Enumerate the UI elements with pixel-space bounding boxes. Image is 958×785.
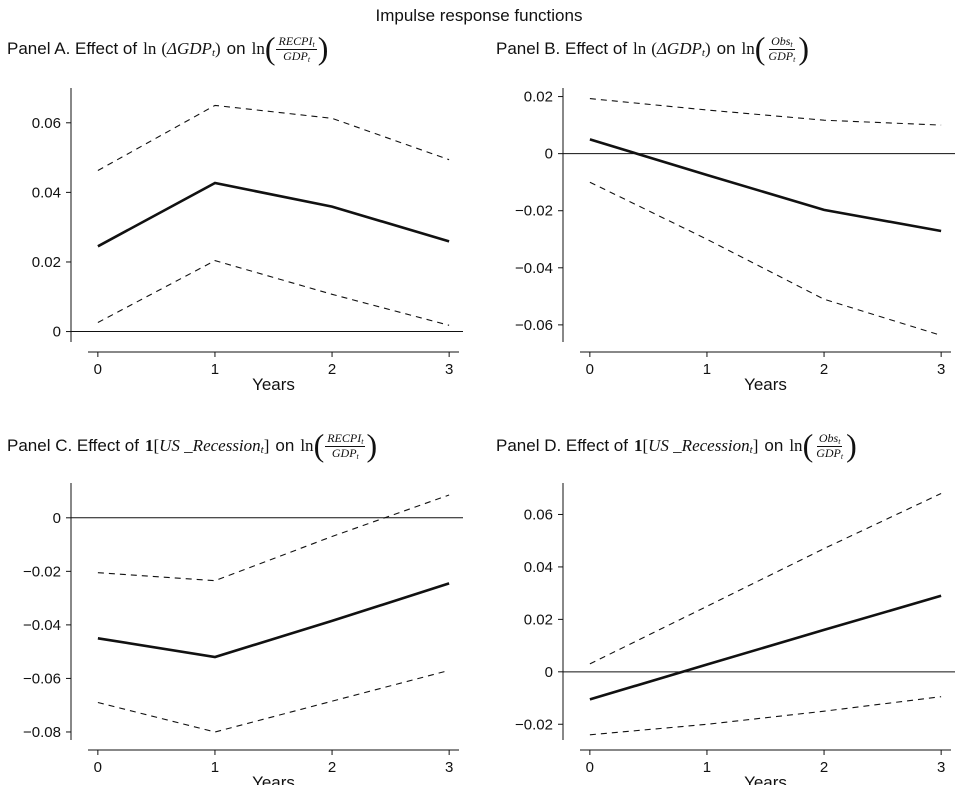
panel-a-estimate-line bbox=[97, 181, 450, 248]
panel-d-y-tick-label: 0.06 bbox=[524, 506, 553, 523]
panel-b-lower-band-line bbox=[589, 181, 942, 336]
panel-a-x-tick-label: 1 bbox=[211, 361, 219, 378]
panel-a-title-on: on bbox=[226, 39, 246, 58]
panel-d-lower-band-line bbox=[589, 696, 942, 736]
panel-a-x-tick-label: 2 bbox=[328, 361, 336, 378]
figure-title: Impulse response functions bbox=[375, 6, 583, 25]
panel-a-lower-band-line bbox=[97, 260, 450, 326]
panel-a-y-tick-label: 0.02 bbox=[32, 254, 61, 271]
panel-d-x-tick-label: 0 bbox=[586, 759, 594, 776]
panel-c-title: Panel C. Effect of 1[US _Recession t] on … bbox=[7, 427, 378, 463]
panel-c-x-tick-label: 3 bbox=[445, 759, 453, 776]
panel-b-title-lead: Panel B. Effect of bbox=[496, 39, 628, 58]
panel-c-y-tick-label: −0.04 bbox=[23, 617, 61, 634]
panel-c-x-tick-label: 1 bbox=[211, 759, 219, 776]
panel-b-y-tick-label: −0.06 bbox=[515, 317, 553, 334]
panel-a-upper-band-line bbox=[97, 104, 450, 171]
panel-d-y-tick-label: 0.04 bbox=[524, 559, 553, 576]
panel-c-y-tick-label: −0.02 bbox=[23, 563, 61, 580]
panel-b-y-tick-label: 0 bbox=[545, 146, 553, 163]
panel-a-y-tick-label: 0.06 bbox=[32, 115, 61, 132]
panel-d-y-tick-label: −0.02 bbox=[515, 716, 553, 733]
panel-c-title-outcome: ln( RECPIt GDPt ) bbox=[300, 427, 378, 463]
panel-d-title-on: on bbox=[764, 436, 784, 455]
panel-b-y-tick-label: 0.02 bbox=[524, 89, 553, 106]
panel-b-title-shock: ln(ΔGDP t) bbox=[633, 39, 711, 59]
panel-a-title: Panel A. Effect of ln(ΔGDP t) on ln( RECP… bbox=[7, 30, 329, 66]
panel-a-y-tick-label: 0.04 bbox=[32, 184, 61, 201]
panel-c-y-tick-label: −0.08 bbox=[23, 724, 61, 741]
panel-b-y-tick-label: −0.04 bbox=[515, 260, 553, 277]
panel-b-title-on: on bbox=[716, 39, 736, 58]
panel-c-x-tick-label: 0 bbox=[94, 759, 102, 776]
panel-b-x-tick-label: 2 bbox=[820, 361, 828, 378]
panel-b-x-tick-label: 1 bbox=[703, 361, 711, 378]
panel-a-title-shock: ln(ΔGDP t) bbox=[143, 39, 221, 59]
panel-c-upper-band-line bbox=[97, 494, 450, 582]
panel-c-x-label: Years bbox=[252, 773, 295, 785]
panel-a-title-outcome: ln( RECPIt GDPt ) bbox=[251, 30, 329, 66]
panel-d-x-label: Years bbox=[744, 773, 787, 785]
panel-a-x-tick-label: 3 bbox=[445, 361, 453, 378]
panel-b-x-tick-label: 3 bbox=[937, 361, 945, 378]
panel-b-title-outcome: ln( Obst GDPt ) bbox=[741, 30, 809, 66]
panel-d-upper-band-line bbox=[589, 493, 942, 665]
panel-c-y-tick-label: 0 bbox=[53, 510, 61, 527]
panel-c-title-on: on bbox=[275, 436, 295, 455]
panel-c-estimate-line bbox=[97, 582, 450, 659]
panel-d-title-shock: 1[US _Recession t] bbox=[633, 436, 759, 456]
panel-c-lower-band-line bbox=[97, 669, 450, 733]
panel-d-y-tick-label: 0 bbox=[545, 664, 553, 681]
panel-a-title-lead: Panel A. Effect of bbox=[7, 39, 138, 58]
panel-a-y-tick-label: 0 bbox=[53, 324, 61, 341]
panel-d: −0.02 0 0.02 0.04 0.06 0 1 2 3 Years bbox=[515, 483, 955, 785]
panel-c-y-tick-label: −0.06 bbox=[23, 670, 61, 687]
panel-d-y-tick-label: 0.02 bbox=[524, 611, 553, 628]
panel-d-estimate-line bbox=[589, 594, 942, 701]
panel-b-title: Panel B. Effect of ln(ΔGDP t) on ln( Obst… bbox=[496, 30, 809, 66]
panel-d-title-lead: Panel D. Effect of bbox=[496, 436, 628, 455]
panel-a: 0 0.02 0.04 0.06 0 1 2 3 Years bbox=[32, 88, 463, 394]
panel-c-title-lead: Panel C. Effect of bbox=[7, 436, 139, 455]
panel-b-x-label: Years bbox=[744, 375, 787, 394]
panel-a-x-tick-label: 0 bbox=[94, 361, 102, 378]
panel-d-title: Panel D. Effect of 1[US _Recession t] on … bbox=[496, 427, 857, 463]
panel-b-upper-band-line bbox=[589, 98, 942, 126]
panel-d-x-tick-label: 2 bbox=[820, 759, 828, 776]
panel-b-x-tick-label: 0 bbox=[586, 361, 594, 378]
panel-c-x-tick-label: 2 bbox=[328, 759, 336, 776]
panel-b-y-tick-label: −0.02 bbox=[515, 203, 553, 220]
panel-b-estimate-line bbox=[589, 138, 942, 233]
panel-b: −0.06 −0.04 −0.02 0 0.02 0 1 2 3 Years bbox=[515, 88, 955, 394]
panel-c: −0.08 −0.06 −0.04 −0.02 0 0 1 2 3 Years bbox=[23, 483, 463, 785]
panel-d-title-outcome: ln( Obst GDPt ) bbox=[789, 427, 857, 463]
panel-d-x-tick-label: 3 bbox=[937, 759, 945, 776]
panel-a-x-label: Years bbox=[252, 375, 295, 394]
panel-c-title-shock: 1[US _Recession t] bbox=[144, 436, 270, 456]
panel-d-x-tick-label: 1 bbox=[703, 759, 711, 776]
